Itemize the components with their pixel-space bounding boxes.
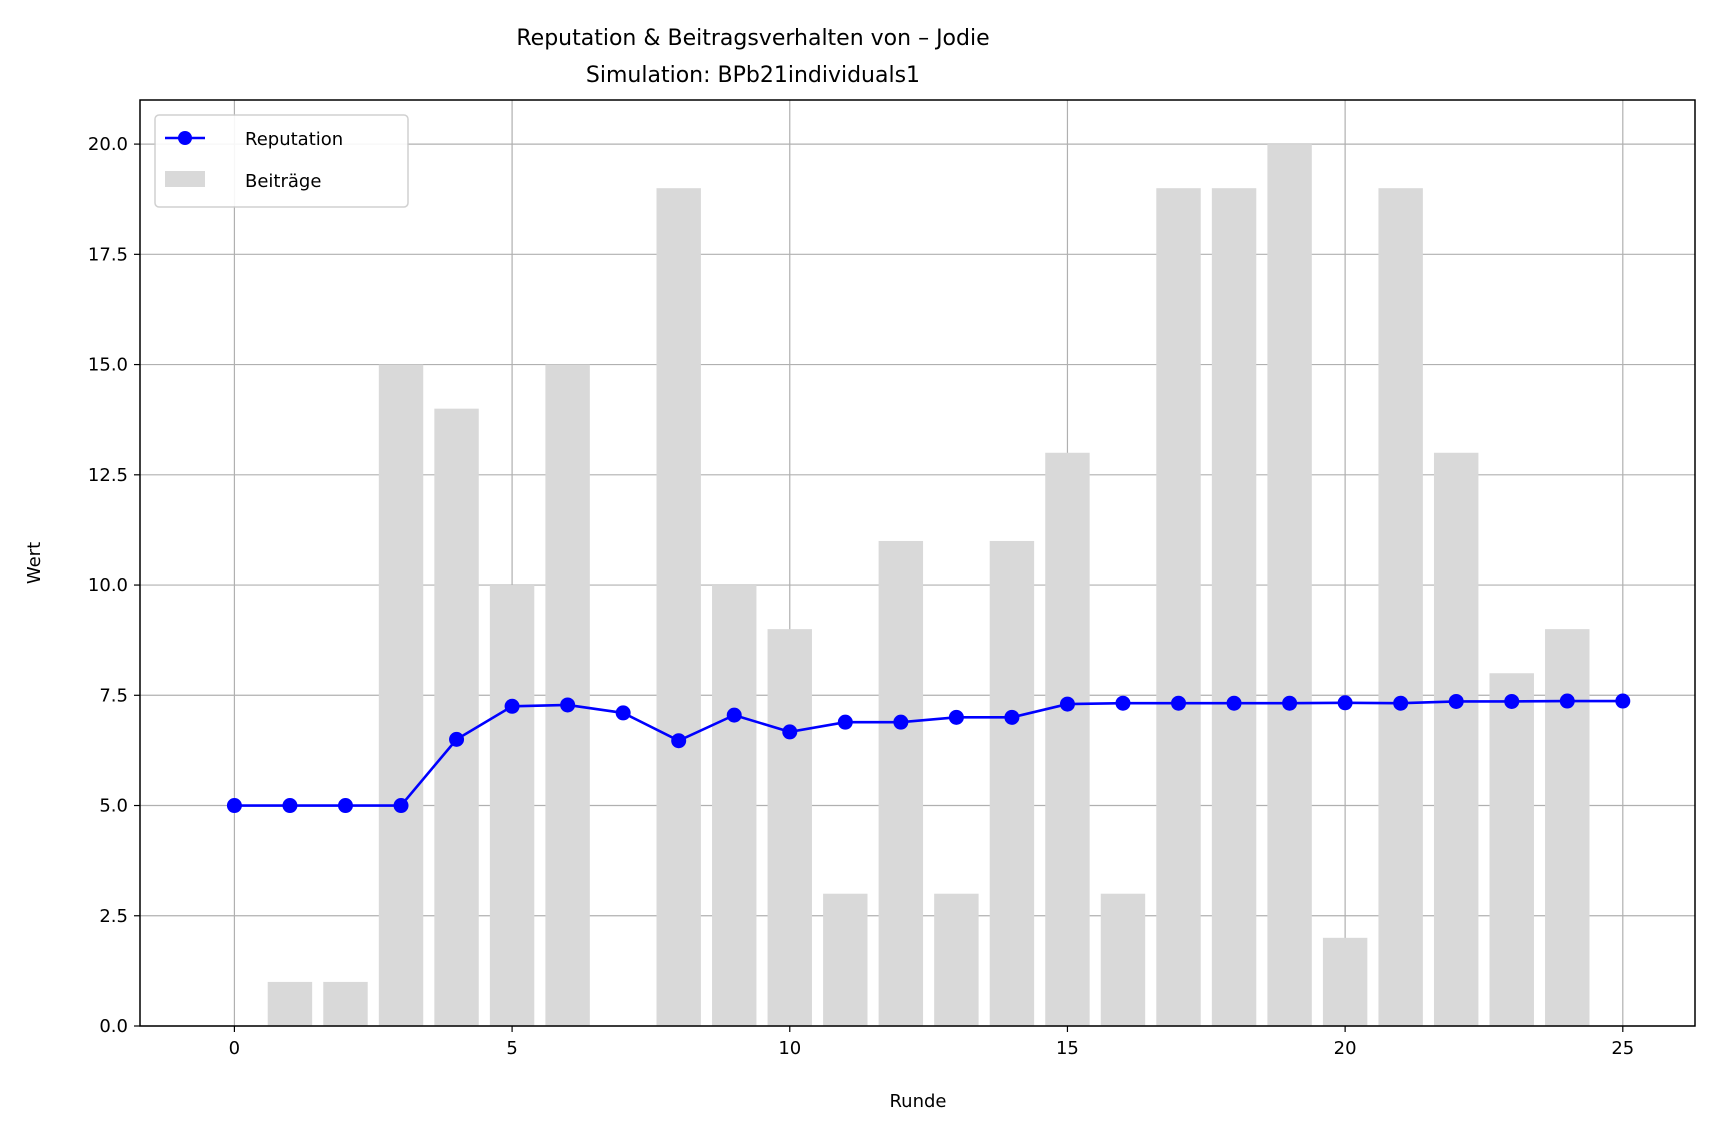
y-axis-label: Wert — [24, 542, 45, 584]
reputation-point — [1393, 695, 1409, 711]
bar-beitraege — [1100, 893, 1146, 1026]
reputation-point — [449, 731, 465, 747]
reputation-point — [1559, 693, 1575, 709]
bar-beitraege — [1211, 188, 1257, 1026]
chart-subtitle: Simulation: BPb21individuals1 — [586, 63, 920, 88]
y-tick-label: 12.5 — [88, 465, 128, 486]
plot-area: 0 5 10 15 20 25 0.0 2.5 5.0 7.5 10.0 12.5 15.0 17.5 20… — [88, 99, 1696, 1059]
bar-beitraege — [1156, 188, 1201, 1026]
bar-beitraege — [656, 188, 701, 1026]
x-tick-label: 25 — [1611, 1038, 1634, 1059]
plot-frame — [139, 99, 1696, 1027]
chart-title: Reputation & Beitragsverhalten von – Jod… — [516, 26, 989, 51]
legend: Reputation Beiträge — [154, 114, 409, 208]
x-axis-label: Runde — [889, 1091, 946, 1112]
reputation-point — [337, 798, 353, 814]
reputation-point — [504, 698, 520, 714]
bar-beitraege — [545, 364, 590, 1027]
bar-beitraege — [878, 540, 924, 1026]
legend-bar-swatch — [165, 171, 205, 187]
reputation-point — [782, 724, 798, 740]
bar-beitraege — [1545, 629, 1590, 1026]
bar-beitraege — [1045, 452, 1090, 1026]
reputation-point — [393, 798, 409, 814]
bar-beitraege — [989, 540, 1035, 1026]
y-tick-label: 15.0 — [88, 355, 128, 376]
reputation-point — [282, 798, 298, 814]
reputation-point — [1448, 693, 1464, 709]
y-tick-label: 10.0 — [88, 575, 128, 596]
bar-beitraege — [1267, 144, 1312, 1027]
y-tick-label: 5.0 — [99, 796, 128, 817]
reputation-point — [1115, 695, 1131, 711]
y-tick-label: 20.0 — [88, 134, 128, 155]
reputation-point — [1226, 695, 1242, 711]
bar-beitraege — [712, 585, 757, 1026]
legend-marker-swatch — [178, 131, 192, 145]
reputation-point — [615, 705, 631, 721]
bar-beitraege — [767, 629, 812, 1026]
reputation-point — [1282, 695, 1298, 711]
bar-beitraege — [1433, 452, 1479, 1026]
reputation-point — [1337, 695, 1353, 711]
reputation-point — [948, 709, 964, 725]
y-tick-label: 0.0 — [99, 1016, 128, 1037]
reputation-point — [1171, 695, 1187, 711]
reputation-point — [226, 798, 242, 814]
bar-beitraege — [1489, 673, 1534, 1026]
legend-label-reputation: Reputation — [245, 129, 343, 150]
reputation-point — [726, 707, 742, 723]
x-tick-label: 20 — [1334, 1038, 1357, 1059]
legend-label-beitraege: Beiträge — [245, 171, 321, 192]
reputation-point — [1504, 693, 1520, 709]
reputation-point — [1004, 709, 1020, 725]
reputation-line — [234, 699, 1623, 807]
y-tick-label: 17.5 — [88, 244, 128, 265]
reputation-point — [560, 697, 576, 713]
bar-beitraege — [1322, 937, 1368, 1026]
reputation-point — [893, 714, 909, 730]
x-tick-label: 5 — [506, 1038, 517, 1059]
y-tick-label: 7.5 — [99, 685, 128, 706]
bar-beitraege — [1378, 188, 1423, 1026]
x-tick-label: 10 — [778, 1038, 801, 1059]
bar-beitraege — [434, 408, 479, 1027]
x-tick-label: 0 — [229, 1038, 240, 1059]
y-tick-label: 2.5 — [99, 906, 128, 927]
bar-beitraege — [378, 364, 424, 1027]
x-tick-label: 15 — [1056, 1038, 1079, 1059]
reputation-point — [671, 733, 687, 749]
bar-beitraege — [267, 981, 313, 1026]
bar-beitraege — [823, 893, 868, 1026]
reputation-point — [1615, 693, 1631, 709]
legend-frame — [154, 114, 409, 208]
bar-beitraege — [489, 585, 535, 1026]
reputation-point — [837, 714, 853, 730]
bar-beitraege — [934, 893, 979, 1026]
bar-beitraege — [323, 981, 368, 1026]
reputation-point — [1059, 696, 1075, 712]
